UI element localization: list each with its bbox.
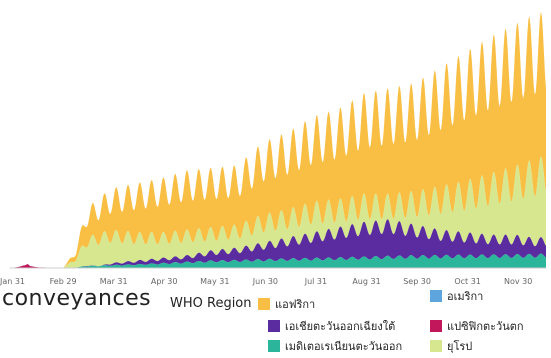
- legend-item-americas[interactable]: อเมริกา: [430, 288, 483, 304]
- legend-item-africa[interactable]: แอฟริกา: [258, 296, 315, 312]
- x-tick-label: Aug 31: [352, 277, 380, 286]
- legend-title: WHO Region: [170, 296, 252, 311]
- legend-heading: conveyances: [2, 286, 152, 311]
- legend-label-south-east-asia: เอเชียตะวันออกเฉียงใต้: [285, 320, 396, 333]
- x-tick-label: Feb 29: [50, 277, 77, 286]
- x-tick-label: Mar 31: [100, 277, 128, 286]
- legend-label-americas: อเมริกา: [447, 290, 484, 303]
- legend-item-eastern-mediterranean[interactable]: เมดิเตอเรเนียนตะวันออก: [268, 338, 402, 354]
- x-tick-label: Nov 30: [504, 277, 532, 286]
- legend-item-europe[interactable]: ยุโรป: [430, 338, 472, 354]
- legend-swatch-western-pacific: [430, 320, 442, 332]
- x-tick-label: Oct 31: [454, 277, 481, 286]
- legend-swatch-africa: [258, 298, 270, 310]
- x-tick-label: Sep 30: [403, 277, 431, 286]
- x-tick-label: May 31: [200, 277, 229, 286]
- x-tick-label: Apr 30: [151, 277, 178, 286]
- legend-label-africa: แอฟริกา: [275, 298, 316, 311]
- x-tick-label: Jul 31: [304, 277, 327, 286]
- area-series: [10, 219, 546, 268]
- area-layers: [10, 11, 546, 269]
- legend-swatch-south-east-asia: [268, 320, 280, 332]
- area-series: [10, 253, 546, 268]
- legend-label-europe: ยุโรป: [447, 340, 473, 353]
- legend-swatch-europe: [430, 340, 442, 352]
- legend-swatch-eastern-mediterranean: [268, 340, 280, 352]
- legend-swatch-americas: [430, 290, 442, 302]
- area-series: [10, 156, 546, 268]
- x-tick-label: Jun 30: [252, 277, 278, 286]
- x-tick-label: Jan 31: [0, 277, 25, 286]
- legend-item-south-east-asia[interactable]: เอเชียตะวันออกเฉียงใต้: [268, 318, 395, 334]
- legend-item-western-pacific[interactable]: แปซิฟิกตะวันตก: [430, 318, 524, 334]
- legend: conveyances WHO Region แอฟริกา อเมริกา เ…: [0, 286, 551, 358]
- area-series: [10, 11, 546, 269]
- stacked-area-chart: Jan 31 Feb 29 Mar 31 Apr 30 May 31 Jun 30 Jul …: [0, 11, 546, 286]
- legend-label-western-pacific: แปซิฟิกตะวันตก: [447, 320, 524, 333]
- x-axis-ticks: Jan 31 Feb 29 Mar 31 Apr 30 May 31 Jun 30 Jul …: [0, 277, 532, 286]
- legend-label-eastern-mediterranean: เมดิเตอเรเนียนตะวันออก: [285, 340, 403, 353]
